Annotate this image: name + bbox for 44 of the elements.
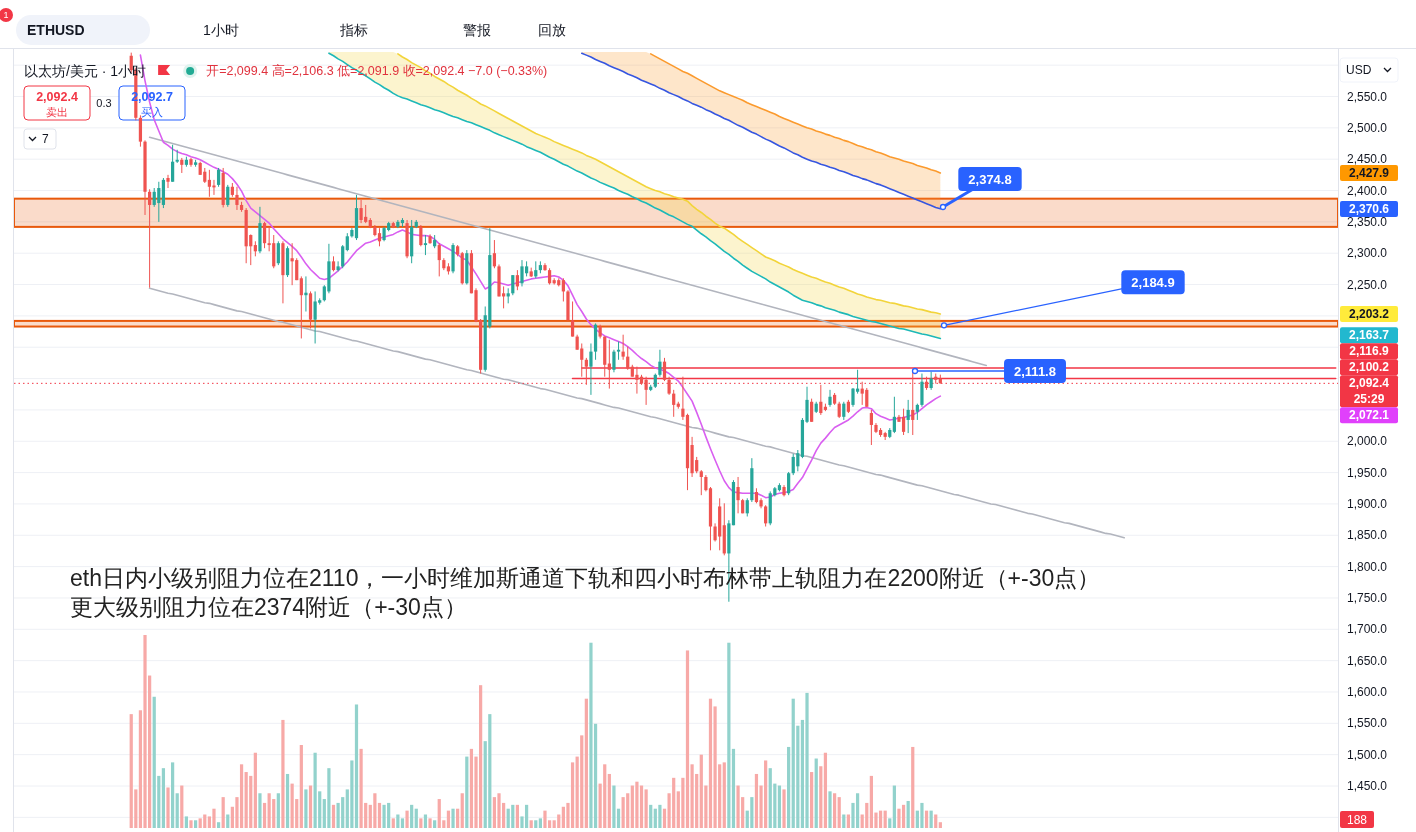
y-tick-label: 2,000.0 <box>1347 434 1388 449</box>
y-tick-label: 1,750.0 <box>1347 590 1388 605</box>
text: 2,072.1 <box>1348 408 1390 423</box>
annotation: 2,184.9 <box>1131 274 1175 290</box>
text: 2,427.9 <box>1348 166 1390 180</box>
text: 2,116.9 <box>1349 344 1390 359</box>
annotation: 0.3 <box>96 97 112 109</box>
y-tick-label: 2,350.0 <box>1347 214 1388 229</box>
text: 1 <box>3 10 9 20</box>
text: 回放 <box>538 22 566 38</box>
y-tick-label: 1,600.0 <box>1347 684 1388 699</box>
text: 1小时 <box>203 22 239 38</box>
y-tick-label: 1,550.0 <box>1347 716 1388 731</box>
y-tick-label: 1,650.0 <box>1347 653 1388 668</box>
y-tick-label: 1,800.0 <box>1347 559 1388 574</box>
text: 2,163.7 <box>1348 328 1390 343</box>
y-tick-label: 2,500.0 <box>1347 120 1388 135</box>
text: 警报 <box>463 22 491 38</box>
text: 188 <box>1346 812 1368 827</box>
y-tick-label: 1,450.0 <box>1347 779 1388 793</box>
y-tick-label: 1,850.0 <box>1347 528 1388 543</box>
text: 2,370.6 <box>1348 202 1390 216</box>
annotation: 2,374.8 <box>968 171 1012 187</box>
text: 2,203.2 <box>1348 307 1390 321</box>
y-tick-label: 1,950.0 <box>1347 465 1388 480</box>
annotation: 2,092.4 <box>36 90 78 104</box>
annotation: 卖出 <box>46 106 68 118</box>
annotation: 买入 <box>141 106 163 118</box>
y-tick-label: 2,300.0 <box>1347 246 1388 261</box>
text: 指标 <box>339 22 368 38</box>
annotation: 更大级别阻力位在2374附近（+-30点） <box>70 594 467 620</box>
y-tick-label: 1,500.0 <box>1347 747 1388 762</box>
y-tick-label: 2,250.0 <box>1347 277 1388 292</box>
ref-line-label: 2,092.4 25:29 <box>1348 376 1390 407</box>
y-tick-label: 2,450.0 <box>1347 152 1388 167</box>
y-tick-label: 2,400.0 <box>1347 183 1388 198</box>
y-tick-label: 1,700.0 <box>1347 622 1388 637</box>
text: USD <box>1346 63 1372 77</box>
text: 2,100.2 <box>1348 360 1390 375</box>
text: ETHUSD <box>27 22 85 38</box>
y-tick-label: 1,900.0 <box>1347 496 1388 511</box>
y-tick-label: 2,550.0 <box>1347 89 1388 104</box>
annotation: 2,111.8 <box>1014 363 1056 379</box>
annotation: 7 <box>42 132 49 146</box>
